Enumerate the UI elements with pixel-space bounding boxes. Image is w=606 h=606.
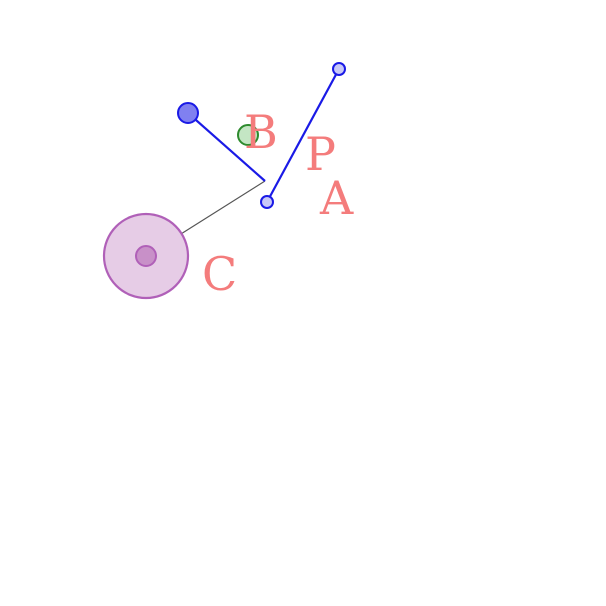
rod-endpoint-top[interactable] <box>332 62 346 76</box>
label-p: P <box>305 127 336 181</box>
rod-endpoint-bottom[interactable] <box>260 195 274 209</box>
green-point[interactable] <box>237 124 259 146</box>
blue-handle[interactable] <box>177 102 199 124</box>
blue-arm-segment <box>187 112 266 182</box>
label-a: A <box>319 171 354 225</box>
blue-rod <box>266 68 340 203</box>
label-b: B <box>244 105 278 159</box>
label-c: C <box>202 247 237 301</box>
target-core-c[interactable] <box>135 245 157 267</box>
